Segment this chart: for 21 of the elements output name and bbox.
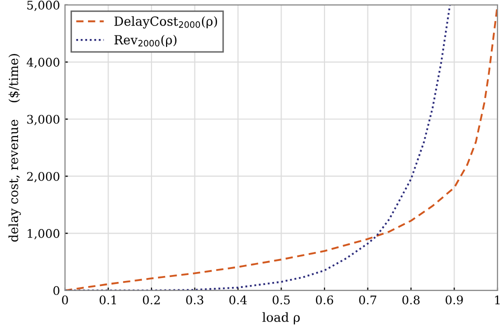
x-tick-label: 0 — [62, 295, 68, 304]
y-tick-label: 1,000 — [28, 229, 60, 240]
y-tick-label: 3,000 — [27, 114, 60, 126]
y-tick-label: 2,000 — [27, 172, 60, 182]
y-tick-label: 5,000 — [27, 0, 60, 12]
x-tick-label: 0.4 — [229, 295, 247, 304]
x-tick-label: 0.7 — [359, 295, 376, 304]
x-tick-label: 1 — [495, 295, 500, 304]
legend-label: Rev$_{2000}$(ρ) — [114, 34, 176, 47]
x-axis-title: load ρ — [262, 312, 300, 324]
y-axis-title: delay cost, revenue ($/time) — [8, 54, 21, 242]
y-tick-label: 4,000 — [26, 58, 60, 68]
legend-label: DelayCost$_{2000}$(ρ) — [114, 16, 218, 28]
x-tick-label: 0.9 — [446, 295, 463, 304]
x-tick-label: 0.2 — [142, 295, 160, 304]
x-tick-label: 0.3 — [186, 295, 204, 304]
x-tick-label: 0.8 — [402, 295, 420, 304]
x-tick-label: 0.1 — [100, 295, 116, 304]
y-tick-label: 0 — [53, 286, 60, 296]
x-tick-label: 0.6 — [316, 295, 334, 304]
x-tick-label: 0.5 — [272, 295, 290, 304]
